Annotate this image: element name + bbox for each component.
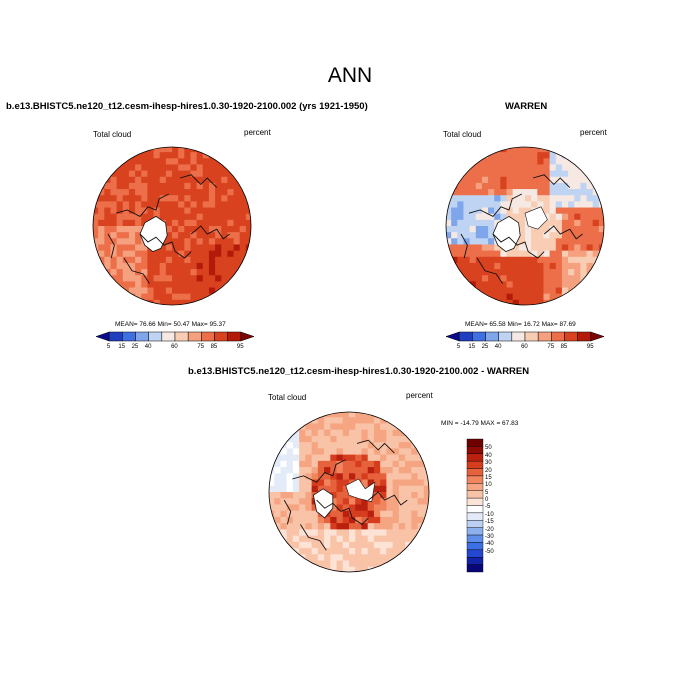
- colorbar-tick-label: -15: [485, 519, 494, 526]
- colorbar-tick-label: -50: [485, 548, 494, 555]
- colorbar-tick-label: -20: [485, 526, 494, 533]
- colorbar-swatch: [135, 331, 149, 342]
- panel2-title: WARREN: [505, 101, 548, 112]
- colorbar-tick-label: 5: [456, 344, 461, 350]
- colorbar-swatch: [108, 331, 123, 342]
- colorbar-tick-label: -5: [485, 504, 491, 511]
- panel2-colorbar: [445, 331, 605, 342]
- colorbar-tick-label: 40: [144, 344, 152, 350]
- colorbar-tick-label: 25: [131, 344, 139, 350]
- colorbar-swatch: [466, 460, 484, 469]
- colorbar-tick-label: -30: [485, 534, 494, 540]
- colorbar-tick-label: 75: [197, 344, 205, 350]
- colorbar-swatch: [466, 542, 484, 551]
- panel3-polar-map: [268, 411, 430, 573]
- panel3-variable-label: Total cloud: [268, 393, 307, 402]
- colorbar-swatch: [485, 331, 499, 342]
- colorbar-tick-label: 95: [236, 344, 244, 350]
- colorbar-tick-label: 15: [468, 344, 476, 350]
- colorbar-swatch: [466, 534, 484, 543]
- colorbar-swatch: [174, 331, 189, 342]
- colorbar-tick-label: 0: [485, 497, 489, 504]
- panel2-units-label: percent: [580, 128, 607, 137]
- colorbar-swatch: [590, 331, 605, 342]
- colorbar-swatch: [240, 331, 255, 342]
- colorbar-swatch: [466, 453, 484, 462]
- colorbar-tick-label: 60: [171, 344, 178, 350]
- panel1-colorbar-ticks: 5 15 25 40 60 75 85 95: [96, 344, 254, 354]
- colorbar-tick-label: 40: [494, 344, 502, 350]
- colorbar-tick-label: -10: [485, 511, 494, 518]
- colorbar-swatch: [445, 331, 460, 342]
- colorbar-swatch: [187, 331, 202, 342]
- panel2-colorbar-ticks: 5 15 25 40 60 75 85 95: [446, 344, 604, 354]
- colorbar-tick-label: 85: [210, 344, 218, 350]
- colorbar-swatch: [564, 331, 578, 342]
- colorbar-tick-label: 60: [521, 344, 528, 350]
- colorbar-tick-label: 20: [485, 467, 492, 474]
- colorbar-swatch: [122, 331, 136, 342]
- colorbar-swatch: [498, 331, 513, 342]
- panel3-title: b.e13.BHISTC5.ne120_t12.cesm-ihesp-hires…: [188, 366, 530, 377]
- colorbar-tick-label: 40: [485, 452, 492, 459]
- colorbar-swatch: [214, 331, 228, 342]
- colorbar-tick-label: 50: [485, 445, 492, 452]
- colorbar-tick-label: 85: [560, 344, 568, 350]
- colorbar-swatch: [466, 438, 484, 447]
- panel2-stats: MEAN= 65.58 Min= 16.72 Max= 87.69: [465, 321, 576, 328]
- colorbar-swatch: [577, 331, 592, 342]
- colorbar-tick-label: 5: [106, 344, 111, 350]
- colorbar-tick-label: 15: [118, 344, 126, 350]
- colorbar-swatch: [466, 497, 484, 506]
- panel1-variable-label: Total cloud: [93, 130, 132, 139]
- colorbar-swatch: [466, 468, 484, 477]
- colorbar-swatch: [466, 527, 484, 536]
- panel3-stats: MIN = -14.79 MAX = 67.83: [441, 420, 519, 427]
- colorbar-swatch: [161, 331, 176, 342]
- colorbar-swatch: [466, 557, 484, 565]
- colorbar-swatch: [466, 505, 484, 514]
- panel1-colorbar: [95, 331, 255, 342]
- colorbar-swatch: [466, 564, 484, 573]
- panel3-colorbar-ticks: 50 40 30 20 15 10 5 0 -5 -10 -15 -20 -30 -40 -50: [485, 439, 509, 572]
- colorbar-swatch: [201, 331, 215, 342]
- colorbar-tick-label: 10: [485, 482, 492, 489]
- panel3-colorbar: [466, 438, 484, 573]
- colorbar-swatch: [466, 512, 484, 521]
- colorbar-swatch: [537, 331, 552, 342]
- colorbar-tick-label: 30: [485, 460, 492, 467]
- panel1-units-label: percent: [244, 128, 271, 137]
- panel1-stats: MEAN= 76.66 Min= 50.47 Max= 95.37: [115, 321, 226, 328]
- colorbar-swatch: [472, 331, 486, 342]
- colorbar-swatch: [466, 520, 484, 528]
- colorbar-swatch: [466, 475, 484, 484]
- colorbar-swatch: [458, 331, 473, 342]
- colorbar-tick-label: 25: [481, 344, 489, 350]
- colorbar-tick-label: -40: [485, 541, 494, 548]
- colorbar-swatch: [466, 446, 484, 454]
- panel1-title: b.e13.BHISTC5.ne120_t12.cesm-ihesp-hires…: [6, 101, 368, 112]
- colorbar-swatch: [95, 331, 110, 342]
- colorbar-swatch: [511, 331, 526, 342]
- colorbar-swatch: [148, 331, 163, 342]
- panel2-polar-map: [445, 146, 605, 306]
- colorbar-swatch: [524, 331, 539, 342]
- colorbar-tick-label: 15: [485, 474, 492, 481]
- panel1-polar-map: [92, 146, 252, 306]
- colorbar-swatch: [466, 490, 484, 499]
- colorbar-tick-label: 5: [485, 489, 489, 496]
- colorbar-swatch: [551, 331, 565, 342]
- colorbar-tick-label: 75: [547, 344, 555, 350]
- page-title: ANN: [327, 64, 373, 87]
- panel3-units-label: percent: [406, 391, 433, 400]
- colorbar-swatch: [466, 483, 484, 491]
- colorbar-swatch: [466, 549, 484, 558]
- colorbar-swatch: [227, 331, 242, 342]
- panel2-variable-label: Total cloud: [443, 130, 482, 139]
- colorbar-tick-label: 95: [586, 344, 594, 350]
